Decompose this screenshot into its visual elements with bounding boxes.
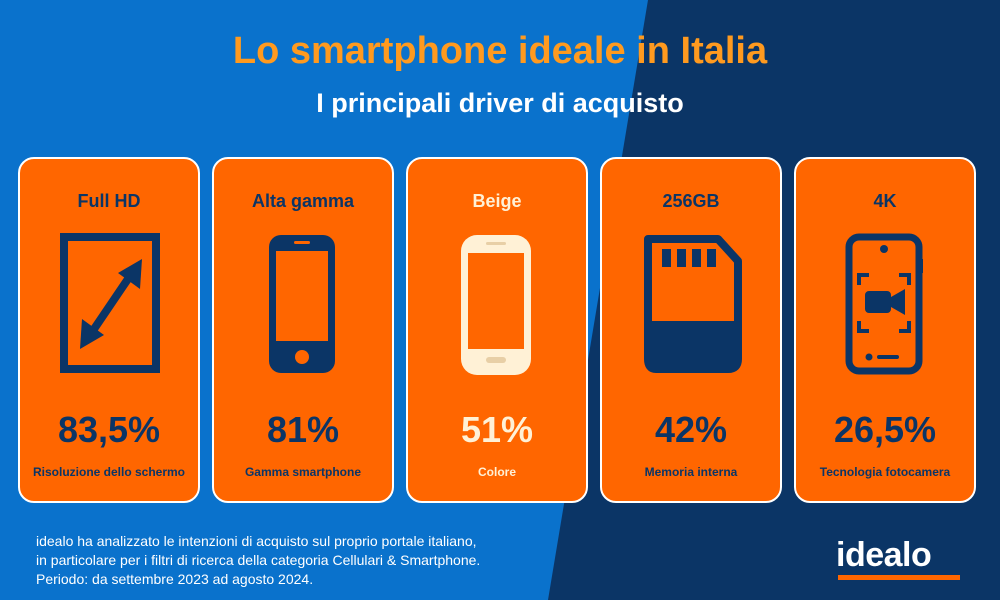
cards-row: Full HD 83,5% Risoluzione dello schermo … bbox=[18, 157, 982, 505]
card-value: 42% bbox=[654, 409, 728, 450]
card-value: 26,5% bbox=[833, 409, 937, 450]
card-title: Beige bbox=[472, 191, 522, 211]
beige-smartphone-icon bbox=[408, 229, 586, 379]
logo-text: idealo bbox=[836, 536, 932, 574]
card-caption: Gamma smartphone bbox=[244, 465, 362, 479]
card-256gb: 256GB 42% Memoria interna bbox=[600, 157, 782, 503]
card-value: 51% bbox=[460, 409, 534, 450]
card-title: 4K bbox=[873, 191, 897, 211]
card-caption: Tecnologia fotocamera bbox=[819, 465, 951, 479]
card-title: Full HD bbox=[77, 191, 141, 211]
card-caption: Risoluzione dello schermo bbox=[32, 465, 186, 479]
card-caption: Memoria interna bbox=[644, 465, 738, 479]
card-beige: Beige 51% Colore bbox=[406, 157, 588, 503]
smartphone-icon bbox=[214, 229, 392, 379]
page-title: Lo smartphone ideale in Italia bbox=[232, 30, 768, 72]
camera-phone-icon bbox=[796, 229, 974, 379]
idealo-logo: idealo bbox=[836, 536, 968, 582]
memory-card-icon bbox=[602, 229, 780, 379]
screen-resize-icon bbox=[20, 229, 198, 379]
card-value: 83,5% bbox=[57, 409, 161, 450]
card-caption: Colore bbox=[477, 465, 516, 479]
logo-underline bbox=[838, 575, 960, 580]
card-full-hd: Full HD 83,5% Risoluzione dello schermo bbox=[18, 157, 200, 503]
footnote-line: Periodo: da settembre 2023 ad agosto 202… bbox=[36, 571, 314, 587]
footnote: idealo ha analizzato le intenzioni di ac… bbox=[36, 532, 636, 589]
card-title: 256GB bbox=[662, 191, 720, 211]
card-4k: 4K 26,5% Tecnologia fotocamera bbox=[794, 157, 976, 503]
card-alta-gamma: Alta gamma 81% Gamma smartphone bbox=[212, 157, 394, 503]
card-title: Alta gamma bbox=[251, 191, 355, 211]
page-subtitle: I principali driver di acquisto bbox=[316, 88, 684, 118]
footnote-line: in particolare per i filtri di ricerca d… bbox=[36, 552, 481, 568]
card-value: 81% bbox=[266, 409, 340, 450]
footnote-line: idealo ha analizzato le intenzioni di ac… bbox=[36, 533, 477, 549]
